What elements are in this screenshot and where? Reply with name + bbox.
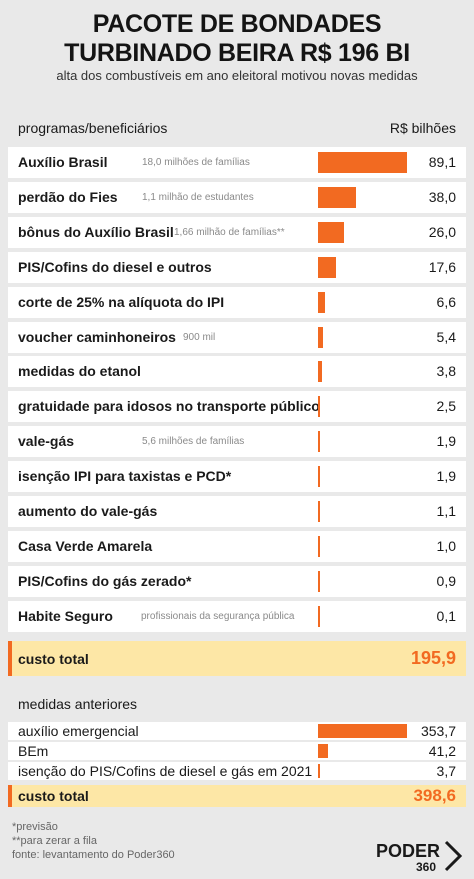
header: PACOTE DE BONDADES TURBINADO BEIRA R$ 19… bbox=[0, 0, 474, 96]
table-row bbox=[8, 496, 466, 527]
value-label: 1,9 bbox=[436, 468, 456, 485]
value-label: 38,0 bbox=[428, 188, 456, 205]
table-row bbox=[8, 762, 466, 780]
row-note: 5,6 milhões de famílias bbox=[142, 436, 245, 448]
value-label: 3,7 bbox=[436, 763, 456, 779]
row-label: BEm bbox=[18, 743, 49, 759]
column-header-value: R$ bilhões bbox=[389, 120, 456, 136]
row-note: 900 mil bbox=[183, 331, 216, 343]
footnote-forecast: *previsão bbox=[12, 821, 58, 833]
value-label: 1,0 bbox=[436, 537, 456, 554]
total-label: custo total bbox=[18, 651, 89, 667]
bar bbox=[318, 535, 320, 557]
table-row bbox=[8, 181, 466, 213]
bar bbox=[318, 221, 344, 243]
footnote-queue: **para zerar a fila bbox=[12, 835, 97, 847]
previous-total-value: 398,6 bbox=[413, 786, 456, 805]
row-note: 18,0 milhões de famílias bbox=[142, 157, 250, 168]
subtitle: alta dos combustíveis em ano eleitoral m… bbox=[56, 68, 418, 83]
row-note: 1,66 milhão de famílias** bbox=[174, 226, 285, 238]
row-label: PIS/Cofins do gás zerado* bbox=[18, 572, 192, 589]
value-label: 1,9 bbox=[436, 433, 456, 450]
table-row bbox=[8, 600, 466, 632]
bar bbox=[318, 501, 320, 522]
footnote-source: fonte: levantamento do Poder360 bbox=[12, 849, 175, 861]
total-row-background bbox=[8, 641, 466, 676]
row-label: Casa Verde Amarela bbox=[18, 537, 153, 554]
row-label: PIS/Cofins do diesel e outros bbox=[18, 258, 212, 275]
table-row bbox=[8, 251, 466, 283]
bar bbox=[318, 291, 325, 313]
table-row bbox=[8, 530, 466, 562]
column-header-programs: programas/beneficiários bbox=[18, 120, 168, 136]
bar bbox=[318, 256, 336, 278]
previous-total-row-background bbox=[8, 785, 466, 807]
title-line-2: TURBINADO BEIRA R$ 196 BI bbox=[64, 39, 410, 67]
row-note: profissionais da segurança pública bbox=[141, 610, 295, 622]
row-label: corte de 25% na alíquota do IPI bbox=[18, 293, 225, 310]
value-label: 2,5 bbox=[436, 398, 456, 415]
bar bbox=[318, 396, 321, 418]
logo-text: PODER bbox=[376, 841, 440, 861]
row-label: Habite Seguro bbox=[18, 607, 113, 624]
bar bbox=[318, 186, 356, 208]
row-label: voucher caminhoneiros bbox=[18, 328, 176, 345]
value-label: 1,1 bbox=[436, 503, 456, 519]
value-label: 0,1 bbox=[436, 607, 456, 624]
value-label: 5,4 bbox=[436, 328, 456, 345]
table-row bbox=[8, 321, 466, 353]
bar bbox=[318, 764, 320, 778]
row-label: perdão do Fies bbox=[18, 188, 118, 205]
previous-total-row-accent bbox=[8, 785, 12, 807]
bar bbox=[318, 152, 407, 173]
bar bbox=[318, 744, 329, 758]
value-label: 0,9 bbox=[436, 572, 456, 589]
table-row bbox=[8, 216, 466, 248]
bar bbox=[318, 466, 320, 488]
value-label: 3,8 bbox=[436, 363, 456, 380]
row-label: aumento do vale-gás bbox=[18, 503, 158, 519]
table-row bbox=[8, 565, 466, 597]
total-value: 195,9 bbox=[410, 648, 456, 668]
row-label: isenção IPI para taxistas e PCD* bbox=[18, 468, 232, 485]
row-label: medidas do etanol bbox=[18, 363, 141, 380]
value-label: 89,1 bbox=[428, 154, 456, 170]
table-row bbox=[8, 742, 466, 760]
logo-arrow-icon bbox=[444, 840, 463, 872]
value-label: 26,0 bbox=[428, 223, 456, 240]
poder360-logo: PODER 360 bbox=[376, 840, 463, 874]
table-row bbox=[8, 426, 466, 458]
row-label: gratuidade para idosos no transporte púb… bbox=[18, 398, 320, 415]
bar bbox=[318, 724, 407, 738]
value-label: 353,7 bbox=[420, 723, 456, 739]
bar bbox=[318, 570, 320, 592]
table-row bbox=[8, 461, 466, 493]
table-row bbox=[8, 391, 466, 423]
value-label: 6,6 bbox=[436, 293, 456, 310]
bar bbox=[318, 605, 320, 627]
row-label: vale-gás bbox=[18, 433, 75, 450]
table-row bbox=[8, 356, 466, 388]
row-label: isenção do PIS/Cofins de diesel e gás em… bbox=[18, 763, 313, 779]
previous-measures-title: medidas anteriores bbox=[18, 696, 138, 712]
logo-number: 360 bbox=[416, 860, 436, 874]
row-label: bônus do Auxílio Brasil bbox=[18, 223, 174, 240]
table-row bbox=[8, 286, 466, 318]
bar bbox=[318, 361, 322, 383]
bar bbox=[318, 431, 320, 453]
row-note: 1,1 milhão de estudantes bbox=[142, 191, 254, 203]
bar bbox=[318, 326, 324, 348]
value-label: 17,6 bbox=[428, 258, 456, 275]
title-line-1: PACOTE DE BONDADES bbox=[92, 10, 382, 38]
total-row-accent bbox=[8, 641, 12, 676]
row-label: auxílio emergencial bbox=[18, 723, 139, 739]
row-label: Auxílio Brasil bbox=[18, 154, 108, 170]
value-label: 41,2 bbox=[428, 743, 456, 759]
previous-total-label: custo total bbox=[18, 788, 89, 804]
